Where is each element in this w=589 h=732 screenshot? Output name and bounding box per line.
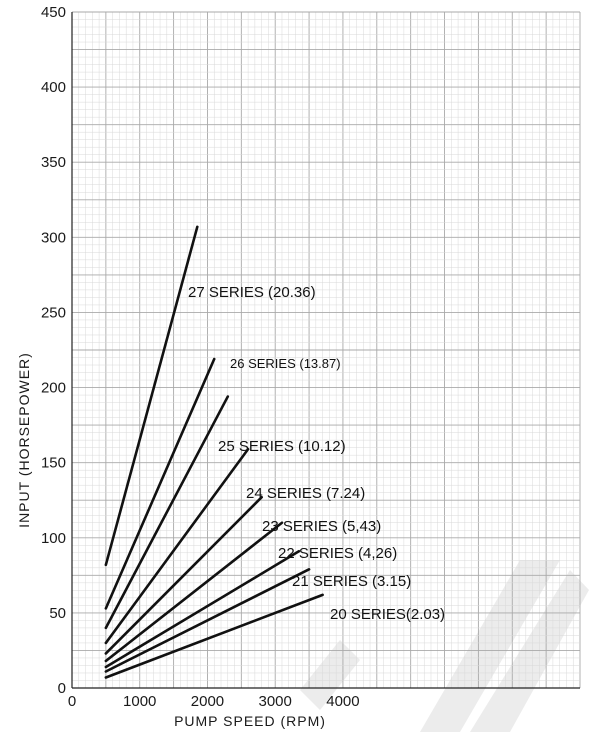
x-tick-label: 1000 xyxy=(123,693,156,710)
y-tick-label: 50 xyxy=(49,605,66,622)
series-label: 22 SERIES (4,26) xyxy=(278,545,397,562)
y-tick-label: 0 xyxy=(58,680,66,697)
y-tick-labels: 0 50 100 150 200 250 300 350 400 450 xyxy=(41,4,66,697)
series-line xyxy=(106,551,299,667)
series-label: 24 SERIES (7.24) xyxy=(246,485,365,502)
series-label: 26 SERIES (13.87) xyxy=(230,356,341,371)
y-tick-label: 200 xyxy=(41,380,66,397)
y-tick-label: 300 xyxy=(41,229,66,246)
series-label: 25 SERIES (10.12) xyxy=(218,438,346,455)
y-tick-label: 400 xyxy=(41,79,66,96)
x-tick-label: 0 xyxy=(68,693,76,710)
y-tick-label: 250 xyxy=(41,304,66,321)
series-label: 20 SERIES(2.03) xyxy=(330,606,445,623)
y-tick-label: 450 xyxy=(41,4,66,21)
series-label: 27 SERIES (20.36) xyxy=(188,284,316,301)
x-tick-label: 4000 xyxy=(326,693,359,710)
y-tick-label: 100 xyxy=(41,530,66,547)
y-axis-title: INPUT (HORSEPOWER) xyxy=(16,352,32,528)
y-tick-label: 150 xyxy=(41,455,66,472)
series-label: 21 SERIES (3.15) xyxy=(292,573,411,590)
x-axis-title: PUMP SPEED (RPM) xyxy=(174,713,326,729)
x-tick-label: 3000 xyxy=(259,693,292,710)
series-label: 23 SERIES (5,43) xyxy=(262,518,381,535)
x-tick-label: 2000 xyxy=(191,693,224,710)
series-line xyxy=(106,449,248,643)
y-tick-label: 350 xyxy=(41,154,66,171)
